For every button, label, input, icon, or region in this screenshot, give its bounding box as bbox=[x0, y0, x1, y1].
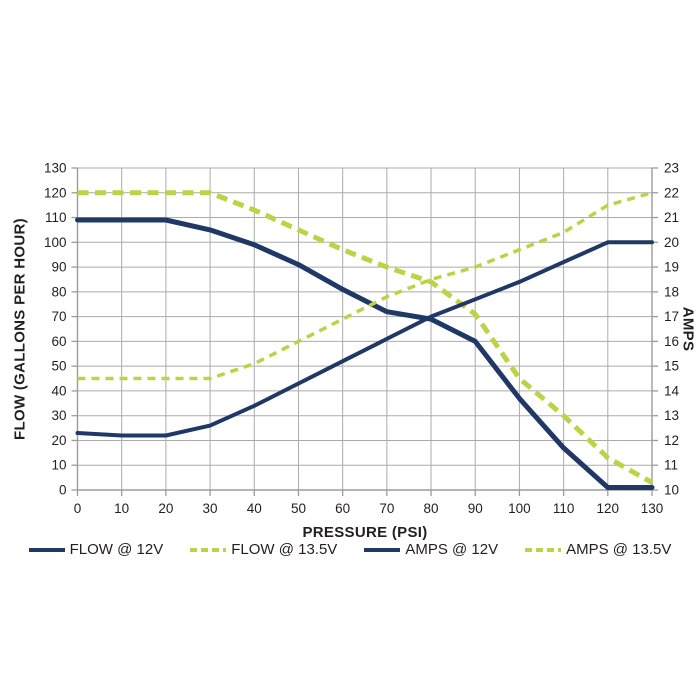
x-tick-label-120: 120 bbox=[597, 501, 620, 516]
y-right-tick-label-22: 22 bbox=[664, 185, 679, 200]
y-right-tick-label-13: 13 bbox=[664, 408, 679, 423]
legend-item-flow-12v: FLOW @ 12V bbox=[28, 541, 164, 558]
y-left-tick-label-80: 80 bbox=[51, 284, 66, 299]
y-left-tick-label-130: 130 bbox=[44, 161, 67, 176]
series-line-amps-13-5v bbox=[77, 191, 653, 381]
y-left-tick-label-90: 90 bbox=[51, 260, 66, 275]
y-right-tick-label-19: 19 bbox=[664, 260, 679, 275]
y-axis-right-label: AMPS bbox=[679, 306, 697, 352]
x-tick-label-0: 0 bbox=[74, 501, 82, 516]
y-left-tick-label-60: 60 bbox=[51, 334, 66, 349]
y-left-tick-label-100: 100 bbox=[44, 235, 67, 250]
y-left-tick-label-110: 110 bbox=[45, 210, 67, 225]
x-tick-label-60: 60 bbox=[335, 501, 350, 516]
legend-item-amps-13-5v: AMPS @ 13.5V bbox=[525, 541, 671, 558]
y-right-tick-label-23: 23 bbox=[664, 161, 679, 176]
y-left-tick-label-0: 0 bbox=[59, 483, 67, 498]
x-tick-label-50: 50 bbox=[291, 501, 306, 516]
legend-swatch-flow-13-5v bbox=[190, 547, 227, 552]
y-right-tick-label-18: 18 bbox=[664, 284, 679, 299]
legend-swatch-amps-12v bbox=[364, 547, 401, 552]
y-right-tick-label-12: 12 bbox=[664, 433, 679, 448]
x-tick-label-90: 90 bbox=[468, 501, 483, 516]
y-right-tick-label-16: 16 bbox=[664, 334, 679, 349]
legend-item-flow-13-5v: FLOW @ 13.5V bbox=[190, 541, 337, 558]
legend-label-flow-12v: FLOW @ 12V bbox=[69, 541, 164, 558]
x-tick-label-30: 30 bbox=[203, 501, 218, 516]
y-right-tick-label-14: 14 bbox=[664, 383, 680, 398]
x-tick-label-10: 10 bbox=[114, 501, 129, 516]
legend-label-flow-13-5v: FLOW @ 13.5V bbox=[231, 541, 338, 558]
legend-swatch-flow-12v bbox=[28, 547, 65, 552]
legend: FLOW @ 12V FLOW @ 13.5V AMPS @ 12V AMPS @ 1… bbox=[0, 541, 700, 558]
legend-label-amps-12v: AMPS @ 12V bbox=[405, 541, 499, 558]
series-line-flow-13-5v bbox=[77, 190, 654, 485]
x-tick-label-100: 100 bbox=[508, 501, 531, 516]
legend-swatch-amps-13-5v bbox=[525, 547, 562, 552]
legend-item-amps-12v: AMPS @ 12V bbox=[364, 541, 498, 558]
y-left-tick-label-10: 10 bbox=[51, 458, 66, 473]
y-right-tick-label-15: 15 bbox=[664, 359, 679, 374]
y-left-tick-label-50: 50 bbox=[51, 359, 66, 374]
y-left-tick-label-20: 20 bbox=[51, 433, 66, 448]
y-right-tick-label-20: 20 bbox=[664, 235, 679, 250]
x-tick-label-130: 130 bbox=[641, 501, 664, 516]
series-line-flow-12v bbox=[75, 217, 655, 490]
y-right-tick-label-21: 21 bbox=[664, 210, 679, 225]
y-left-tick-label-120: 120 bbox=[44, 185, 67, 200]
y-axis-left-label: FLOW (GALLONS PER HOUR) bbox=[11, 218, 29, 440]
series-line-amps-12v bbox=[75, 240, 654, 438]
y-left-tick-label-30: 30 bbox=[51, 408, 66, 423]
y-left-tick-label-70: 70 bbox=[51, 309, 66, 324]
x-tick-label-40: 40 bbox=[247, 501, 262, 516]
y-right-tick-label-10: 10 bbox=[664, 483, 679, 498]
x-tick-label-110: 110 bbox=[553, 501, 575, 516]
x-tick-label-70: 70 bbox=[379, 501, 394, 516]
y-right-tick-label-11: 11 bbox=[664, 458, 678, 473]
y-left-tick-label-40: 40 bbox=[51, 383, 66, 398]
x-axis-label: PRESSURE (PSI) bbox=[302, 524, 428, 541]
x-tick-label-20: 20 bbox=[158, 501, 173, 516]
legend-label-amps-13-5v: AMPS @ 13.5V bbox=[566, 541, 672, 558]
y-right-tick-label-17: 17 bbox=[664, 309, 679, 324]
x-tick-label-80: 80 bbox=[424, 501, 439, 516]
